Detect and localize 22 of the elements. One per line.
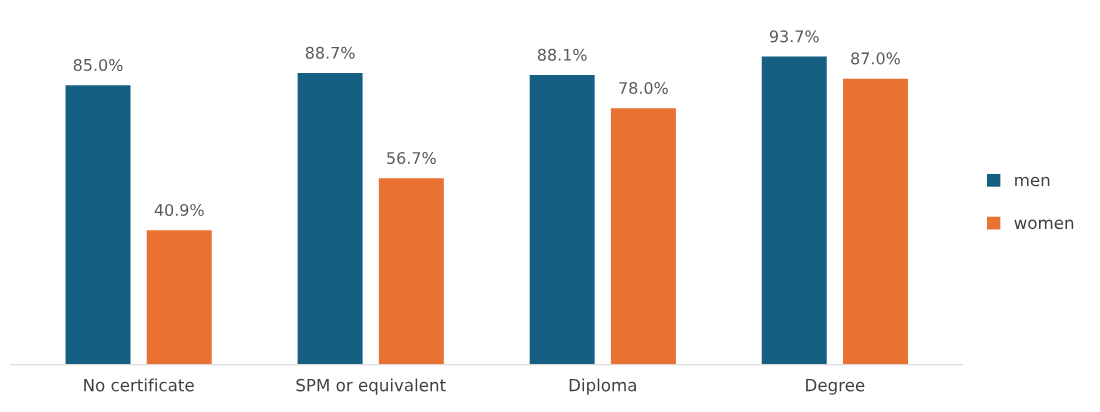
data-label: 88.7% xyxy=(305,46,355,59)
bar xyxy=(378,178,444,365)
data-label: 40.9% xyxy=(154,203,204,216)
legend-label: women xyxy=(1014,219,1074,230)
bar xyxy=(842,78,908,365)
data-label: 87.0% xyxy=(851,52,900,65)
data-label: 93.7% xyxy=(769,30,819,43)
bar xyxy=(297,73,363,365)
data-label: 85.0% xyxy=(73,58,123,71)
x-tick-label: Degree xyxy=(806,379,865,395)
bar xyxy=(529,75,595,365)
data-label: 56.7% xyxy=(387,151,436,165)
data-label: 88.1% xyxy=(537,48,587,61)
bar xyxy=(610,108,676,365)
data-label: 78.0% xyxy=(619,81,668,95)
legend-label: men xyxy=(1015,176,1050,187)
bar xyxy=(146,230,212,365)
x-tick-label: SPM or equivalent xyxy=(296,378,446,395)
x-tick-label: No certificate xyxy=(84,378,194,392)
bar xyxy=(65,85,131,365)
bar xyxy=(761,56,827,365)
x-tick-label: Diploma xyxy=(569,378,636,395)
